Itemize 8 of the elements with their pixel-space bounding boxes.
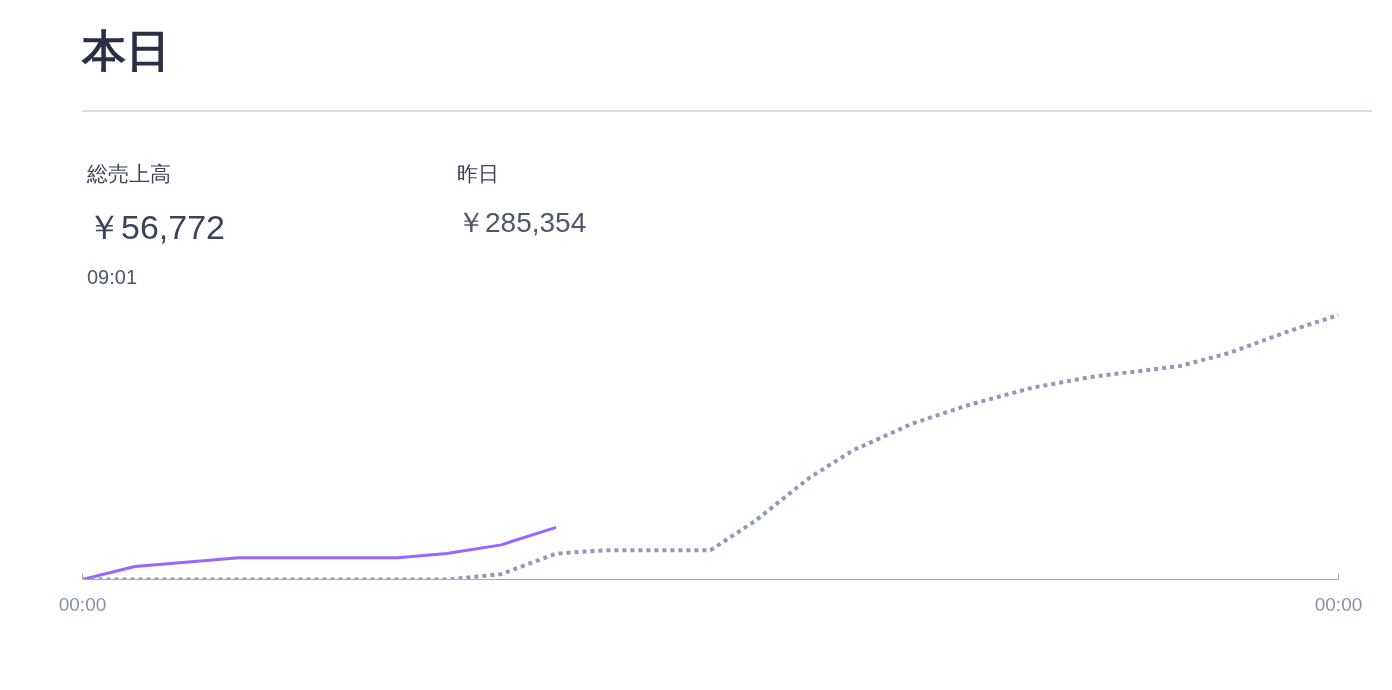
- x-tick-label: 00:00: [1314, 593, 1363, 615]
- x-tick-label: 00:00: [58, 593, 107, 615]
- chart-title: 本日: [82, 25, 170, 77]
- text: 09:01: [87, 265, 138, 290]
- text: ￥56,772: [87, 207, 225, 248]
- text: 総売上高: [87, 161, 171, 187]
- text: ￥285,354: [457, 206, 587, 240]
- text: 昨日: [457, 161, 499, 187]
